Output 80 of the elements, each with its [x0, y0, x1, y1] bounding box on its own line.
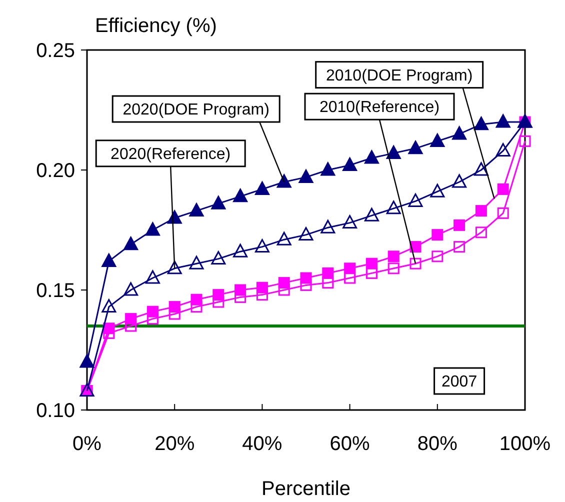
point [212, 296, 224, 308]
point [254, 239, 270, 253]
point [497, 183, 509, 195]
point [124, 236, 138, 250]
point [497, 207, 509, 219]
point [167, 260, 182, 274]
x-tick-label: 80% [417, 433, 458, 455]
y-tick-label: 0.25 [36, 40, 75, 62]
point [519, 135, 531, 147]
point [474, 162, 488, 176]
point [190, 301, 202, 313]
x-tick-label: 0% [72, 433, 102, 455]
annotation: 2010(Reference) [319, 99, 440, 116]
point [102, 253, 116, 267]
point [388, 262, 400, 274]
point [496, 143, 510, 157]
point [388, 250, 400, 262]
point [145, 270, 160, 284]
point [278, 284, 290, 296]
point [452, 174, 467, 188]
annotation: 2007 [442, 374, 478, 391]
point [432, 229, 444, 241]
point [256, 289, 268, 301]
y-tick-label: 0.20 [36, 160, 75, 182]
x-tick-label: 60% [330, 433, 370, 455]
point [276, 174, 292, 188]
point [496, 114, 510, 128]
point [146, 313, 158, 325]
point [298, 169, 314, 183]
point [430, 133, 445, 147]
point [366, 267, 378, 279]
point [432, 250, 444, 262]
point [322, 277, 334, 289]
point [234, 291, 246, 303]
point [430, 184, 445, 198]
annotation: 2020(DOE Program) [122, 102, 270, 119]
x-tick-label: 40% [242, 433, 282, 455]
point [102, 299, 116, 313]
point [320, 162, 336, 176]
point [103, 327, 115, 339]
y-tick-label: 0.15 [36, 280, 75, 302]
point [233, 244, 248, 258]
point [386, 145, 401, 159]
point [364, 150, 379, 164]
point [168, 308, 180, 320]
point [342, 215, 358, 229]
point [125, 320, 137, 332]
point [475, 205, 487, 217]
point [189, 203, 204, 217]
point [344, 272, 356, 284]
point [124, 282, 138, 296]
point [254, 181, 270, 195]
point [233, 188, 248, 202]
point [342, 157, 358, 171]
x-tick-label: 100% [499, 433, 551, 455]
point [474, 116, 488, 130]
y-axis-title: Efficiency (%) [95, 15, 217, 37]
point [211, 196, 226, 210]
point [475, 226, 487, 238]
point [454, 219, 466, 231]
point [364, 208, 379, 222]
point [211, 251, 226, 265]
annotation: 2020(Reference) [110, 146, 231, 163]
point [454, 241, 466, 253]
point [298, 227, 314, 241]
point [300, 279, 312, 291]
x-tick-label: 20% [154, 433, 195, 455]
point [386, 200, 401, 214]
point [80, 354, 94, 368]
x-axis-title: Percentile [262, 478, 350, 500]
point [410, 258, 422, 270]
point [189, 256, 204, 270]
point [276, 232, 292, 246]
y-tick-label: 0.10 [36, 400, 75, 422]
annotation: 2010(DOE Program) [326, 67, 473, 84]
point [145, 222, 160, 236]
point [408, 193, 423, 207]
point [452, 126, 467, 140]
point [320, 220, 336, 234]
point [408, 140, 423, 154]
